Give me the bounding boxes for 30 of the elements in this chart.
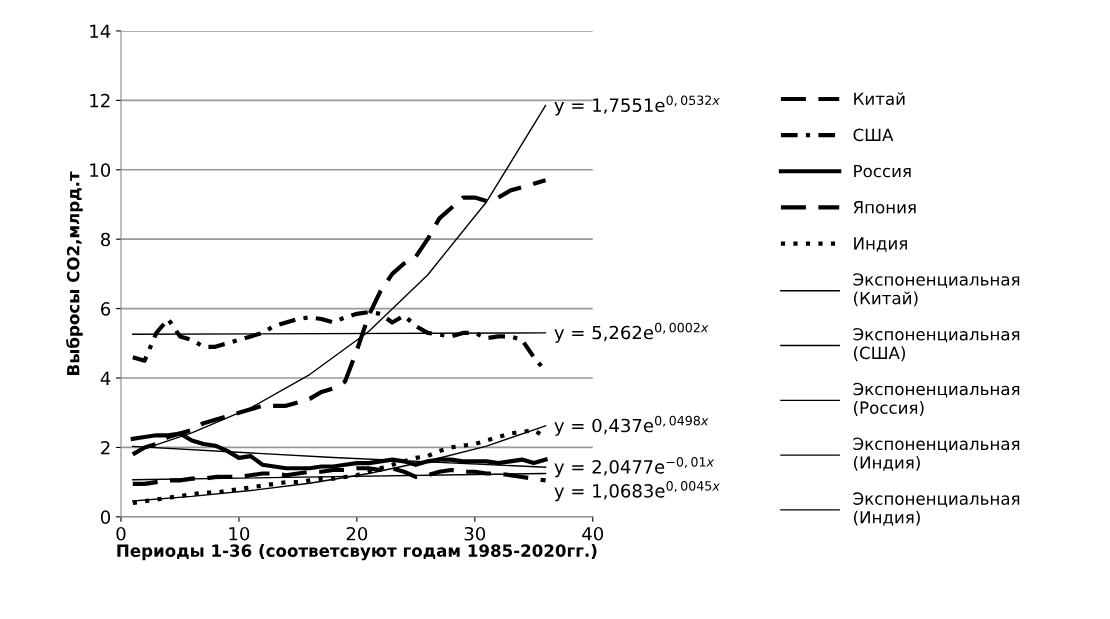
y-tick-label: 2 [101, 440, 110, 455]
x-tick-label: 30 [464, 526, 486, 541]
annotation: y = 5,262e$^{0,0002x}$ [554, 322, 709, 343]
y-tick-label: 14 [90, 24, 111, 38]
annotation: y = 1,7551e$^{0,0532x}$ [554, 95, 720, 116]
legend-label: Экспоненциальная (Индия) [853, 492, 1020, 526]
annotation: y = 0,437e$^{0,0498x}$ [554, 415, 709, 436]
y-tick-label: 8 [101, 232, 111, 247]
annotation: y = 1,0683e$^{0,0045x}$ [554, 481, 720, 502]
y-tick-label: 10 [90, 163, 111, 177]
y-axis-title: Выбросы СО2,млрд.т [66, 171, 83, 375]
y-tick-label: 6 [101, 302, 111, 316]
legend-label: Россия [854, 164, 911, 178]
x-tick-label: 0 [116, 526, 126, 541]
y-tick-label: 0 [100, 510, 111, 524]
legend-label: Экспоненциальная (Россия) [853, 382, 1020, 416]
x-tick-label: 40 [582, 526, 604, 541]
legend-label: США [853, 128, 894, 142]
y-tick-label: 4 [100, 371, 111, 385]
legend-label: Экспоненциальная (США) [853, 327, 1020, 362]
y-tick-label: 12 [90, 93, 110, 108]
legend-label: Экспоненциальная (Китай) [853, 273, 1020, 307]
x-tick-label: 10 [229, 526, 250, 541]
legend-label: Япония [853, 201, 916, 214]
legend-label: Экспоненциальная (Индия) [853, 437, 1020, 471]
annotation: y = 2,0477e$^{−0,01x}$ [554, 457, 715, 478]
legend-label: Индия [854, 237, 907, 252]
x-tick-label: 20 [346, 526, 368, 541]
x-axis-title: Периоды 1-36 (соответсвуют годам 1985-2020гг.) [117, 544, 597, 561]
legend-label: Китай [854, 92, 905, 106]
